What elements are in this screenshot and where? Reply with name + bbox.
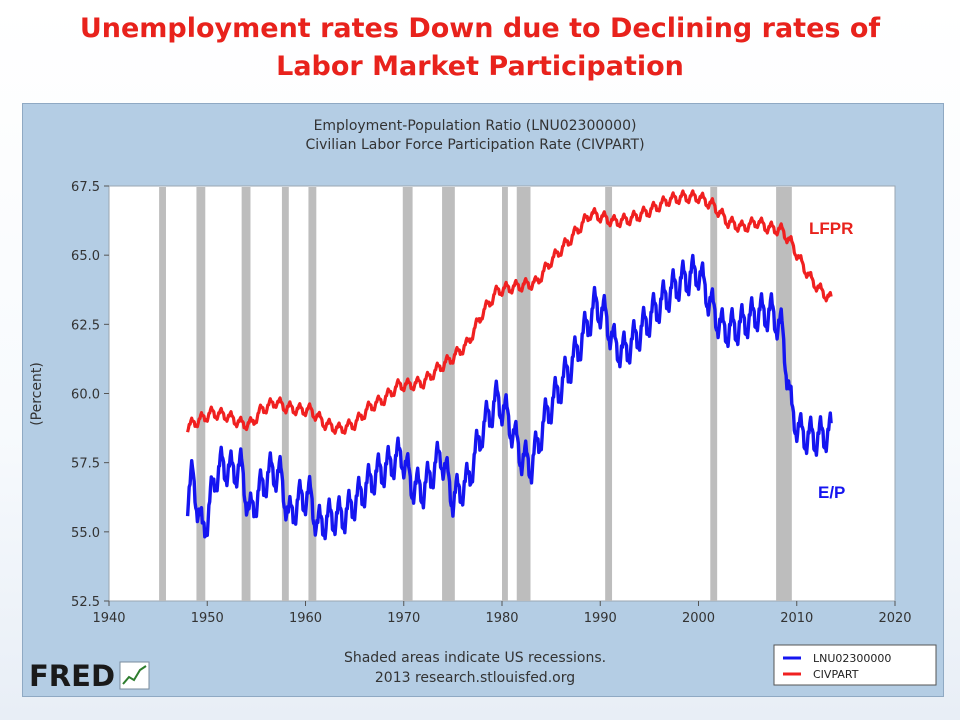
chart-subtitle: Civilian Labor Force Participation Rate …: [305, 137, 644, 153]
recession-band-11: [776, 187, 792, 601]
fred-logo-chart-line-icon: [122, 665, 147, 685]
slide-title-line-2: Labor Market Participation: [276, 51, 684, 82]
x-tick-label-1960: 1960: [289, 611, 322, 626]
x-tick-label-2000: 2000: [682, 611, 715, 626]
recession-band-2: [241, 187, 251, 601]
fred-chart: Employment-Population Ratio (LNU02300000…: [29, 118, 937, 693]
fred-logo-text: FRED: [29, 659, 115, 693]
axes: 1940 1950 1960 1970 1980 1990 2000 2010 2020 52.5…: [71, 180, 912, 626]
legend-box: [773, 644, 937, 686]
y-axis-label: (Percent): [29, 362, 45, 426]
x-tick-label-1940: 1940: [92, 611, 125, 626]
legend-label-lfpr: CIVPART: [813, 668, 859, 681]
recession-note: Shaded areas indicate US recessions.: [344, 650, 606, 666]
legend: LNU02300000 CIVPART: [773, 644, 937, 686]
recession-band-0: [159, 187, 166, 601]
recession-band-9: [605, 187, 613, 601]
slide-title: Unemployment rates Down due to Declining…: [0, 10, 960, 86]
ep-annotation: E/P: [818, 483, 846, 502]
y-tick-label-4: 62.5: [71, 318, 100, 333]
series-line-CIVPART: [186, 189, 833, 435]
series-lines: [185, 189, 833, 541]
recession-band-1: [196, 187, 206, 601]
lfpr-annotation: LFPR: [809, 219, 854, 238]
recession-band-10: [710, 187, 718, 601]
x-tick-label-1980: 1980: [485, 611, 518, 626]
legend-label-ep: LNU02300000: [813, 652, 891, 665]
fred-logo: FRED: [29, 659, 150, 693]
recession-band-3: [281, 187, 289, 601]
y-tick-label-1: 55.0: [71, 526, 100, 541]
y-tick-label-0: 52.5: [71, 595, 100, 610]
recession-band-8: [516, 187, 531, 601]
x-tick-label-1990: 1990: [584, 611, 617, 626]
chart-title: Employment-Population Ratio (LNU02300000…: [314, 118, 637, 134]
x-tick-label-2010: 2010: [780, 611, 813, 626]
y-tick-label-6: 67.5: [71, 180, 100, 195]
y-tick-label-2: 57.5: [71, 457, 100, 472]
x-tick-label-2020: 2020: [878, 611, 911, 626]
y-tick-label-3: 60.0: [71, 388, 100, 403]
x-tick-label-1950: 1950: [191, 611, 224, 626]
slide-title-line-1: Unemployment rates Down due to Declining…: [79, 13, 881, 44]
recession-band-6: [442, 187, 455, 601]
fred-graph-panel: Employment-Population Ratio (LNU02300000…: [22, 103, 944, 697]
recession-band-4: [308, 187, 317, 601]
x-tick-label-1970: 1970: [387, 611, 420, 626]
recession-bands: [159, 187, 792, 601]
series-line-LNU02300000: [185, 253, 833, 541]
recession-band-5: [402, 187, 413, 601]
source-note: 2013 research.stlouisfed.org: [375, 670, 575, 686]
y-tick-label-5: 65.0: [71, 249, 100, 264]
